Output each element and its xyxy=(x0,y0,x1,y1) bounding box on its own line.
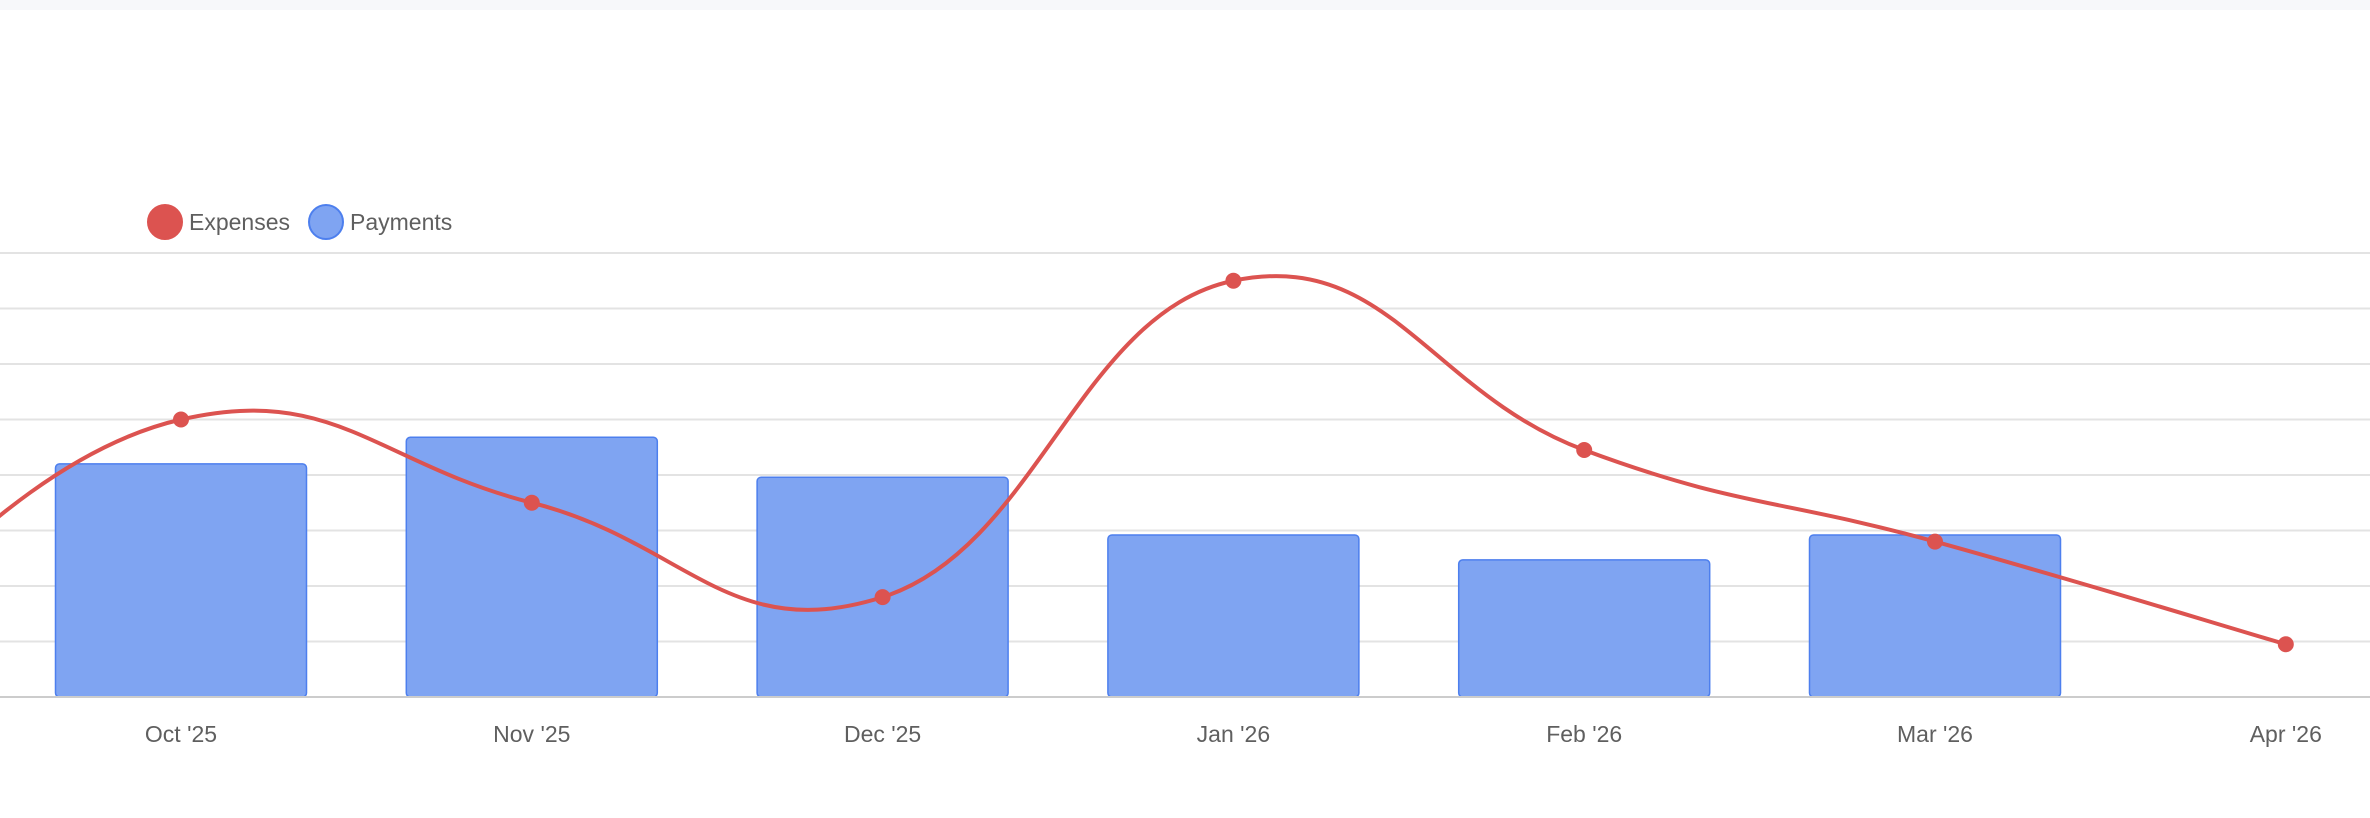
payments-bars xyxy=(54,436,2062,698)
expenses-points xyxy=(173,272,2294,653)
legend-label: Expenses xyxy=(189,208,291,235)
legend-label: Payments xyxy=(350,208,453,235)
legend-item-expenses[interactable]: Expenses xyxy=(147,204,290,240)
payment-bar[interactable] xyxy=(756,476,1009,698)
top-strip xyxy=(0,0,2370,10)
expense-point[interactable] xyxy=(1576,442,1593,459)
x-axis-label: Oct '25 xyxy=(145,721,217,747)
expense-point[interactable] xyxy=(173,411,189,428)
expense-point[interactable] xyxy=(523,494,540,511)
payment-bar[interactable] xyxy=(54,463,308,698)
x-axis-label: Feb '26 xyxy=(1546,721,1622,747)
expenses-swatch-icon xyxy=(147,204,183,240)
x-axis-label: Jan '26 xyxy=(1197,721,1270,747)
x-axis-label: Apr '26 xyxy=(2250,721,2322,747)
payment-bar[interactable] xyxy=(1457,559,1711,698)
payment-bar[interactable] xyxy=(1808,534,2062,698)
expenses-line xyxy=(0,274,2287,647)
x-axis-label: Mar '26 xyxy=(1897,721,1973,747)
payments-swatch-icon xyxy=(308,204,345,240)
expense-point[interactable] xyxy=(874,589,891,606)
x-axis-label: Nov '25 xyxy=(493,721,570,747)
legend-item-payments[interactable]: Payments xyxy=(308,204,452,240)
payment-bar[interactable] xyxy=(1107,534,1360,698)
x-axis-label: Dec '25 xyxy=(844,721,921,747)
expense-point[interactable] xyxy=(1927,533,1943,550)
payment-bar[interactable] xyxy=(405,436,659,698)
expense-point[interactable] xyxy=(1225,272,1242,289)
chart-legend: Expenses Payments xyxy=(147,203,470,241)
x-axis-labels: Oct '25 Nov '25 Dec '25 Jan '26 Feb '26 Mar '… xyxy=(145,721,2322,747)
expense-point[interactable] xyxy=(2277,636,2294,653)
